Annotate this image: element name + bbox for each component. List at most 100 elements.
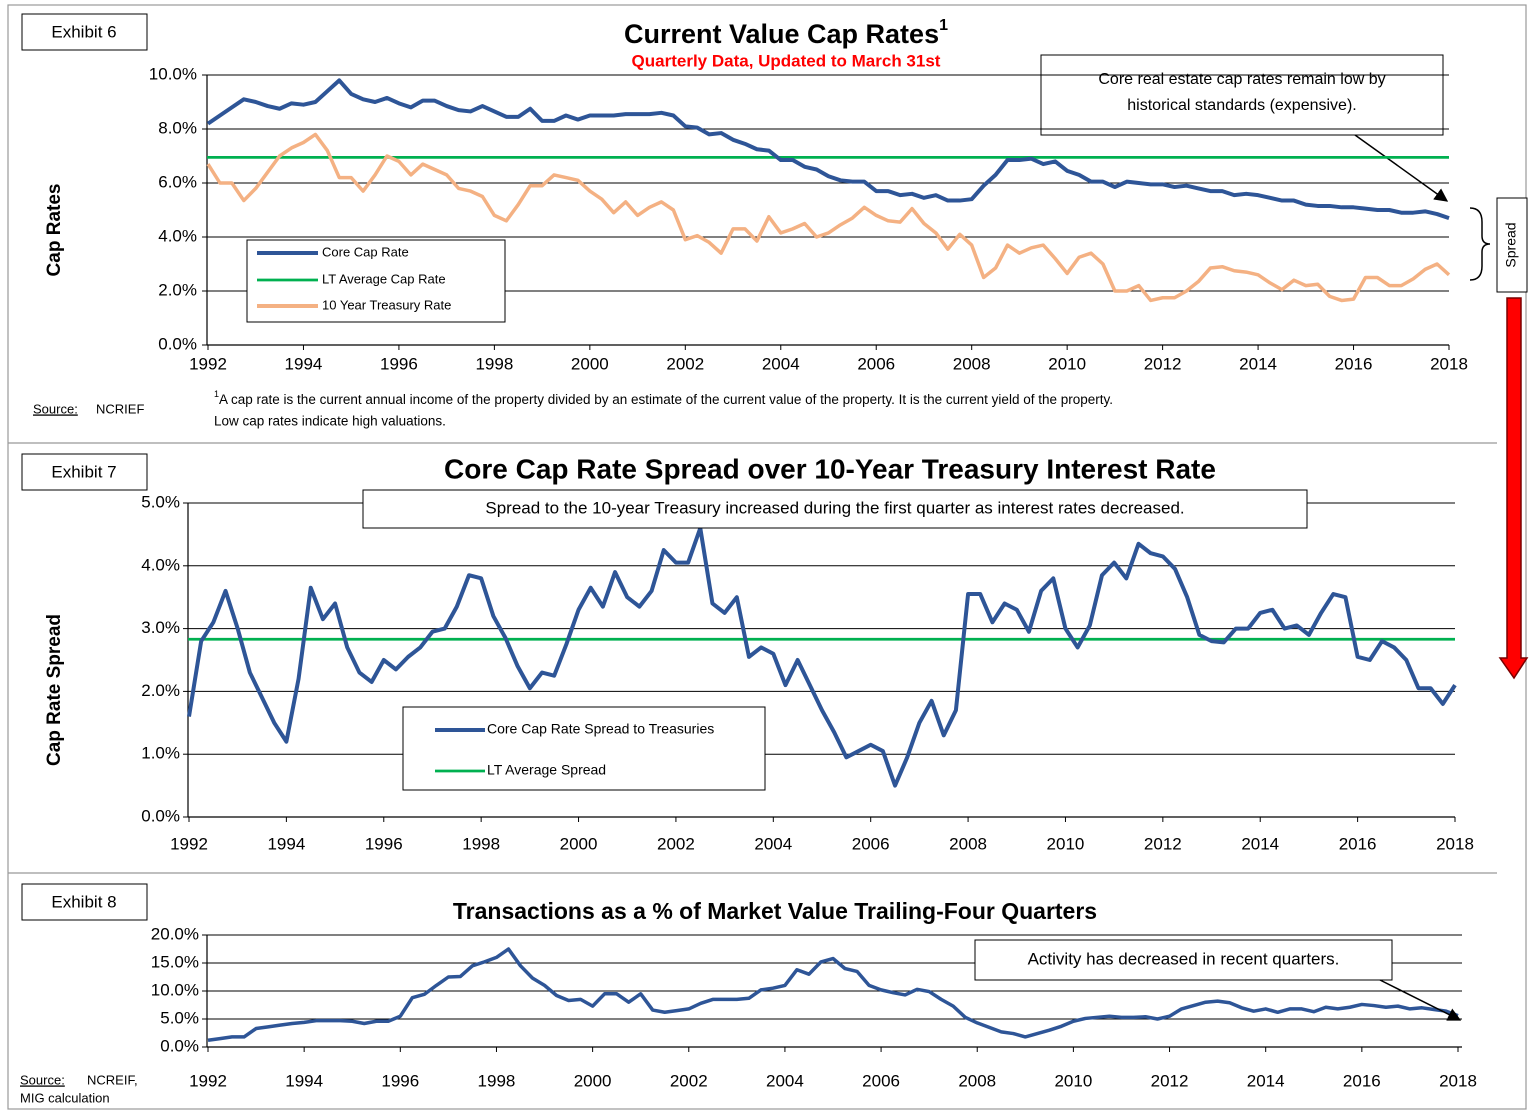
x-tick-label: 2012 [1151,1071,1189,1090]
x-tick-label: 1996 [381,1071,419,1090]
x-tick-label: 2006 [852,834,890,853]
annotation: Core real estate cap rates remain low by [1098,71,1385,88]
annotation: Spread to the 10-year Treasury increased… [485,498,1184,517]
footnote-text: A cap rate is the current annual income … [219,392,1113,407]
x-tick-label: 1998 [462,834,500,853]
legend-label: 10 Year Treasury Rate [322,297,451,312]
x-tick-label: 2008 [958,1071,996,1090]
y-axis-label: Cap Rate Spread [44,614,65,766]
x-tick-label: 2014 [1247,1071,1285,1090]
x-tick-label: 1992 [189,1071,227,1090]
x-tick-label: 2006 [857,354,895,373]
legend-label: Core Cap Rate Spread to Treasuries [487,721,714,737]
legend-label: Core Cap Rate [322,244,409,259]
x-tick-label: 2004 [762,354,800,373]
y-tick-label: 10.0% [149,64,197,83]
annotation-arrow [1379,979,1462,1021]
legend-label: LT Average Cap Rate [322,271,446,286]
chart-subtitle: Quarterly Data, Updated to March 31st [632,51,941,70]
x-tick-label: 2016 [1343,1071,1381,1090]
x-tick-label: 1992 [170,834,208,853]
y-tick-label: 1.0% [141,744,180,763]
x-tick-label: 2012 [1144,834,1182,853]
source-label: Source: [33,401,78,416]
x-tick-label: 2000 [571,354,609,373]
x-tick-label: 2010 [1054,1071,1092,1090]
y-tick-label: 5.0% [160,1008,199,1027]
x-tick-label: 2008 [953,354,991,373]
y-tick-label: 2.0% [158,280,197,299]
footnote: Low cap rates indicate high valuations. [214,414,446,429]
y-tick-label: 4.0% [141,555,180,574]
x-tick-label: 2000 [574,1071,612,1090]
x-tick-label: 2012 [1144,354,1182,373]
x-tick-label: 2000 [560,834,598,853]
y-tick-label: 5.0% [141,492,180,511]
x-tick-label: 2018 [1436,834,1474,853]
y-tick-label: 4.0% [158,226,197,245]
y-tick-label: 0.0% [141,806,180,825]
x-tick-label: 2018 [1430,354,1468,373]
x-tick-label: 2008 [949,834,987,853]
y-tick-label: 0.0% [158,334,197,353]
exhibit-label: Exhibit 8 [51,892,116,911]
x-tick-label: 1994 [285,354,323,373]
exhibit-label: Exhibit 6 [51,22,116,41]
footnote-mark: 1 [214,389,219,399]
frame [7,4,1527,1110]
x-tick-label: 2014 [1239,354,1277,373]
series-line [206,78,1450,220]
x-tick-label: 2018 [1439,1071,1477,1090]
series-line [206,132,1451,303]
series-line [187,526,1457,788]
y-axis-label: Cap Rates [44,184,65,277]
source: NCRIEF [96,401,144,416]
source: NCREIF, [87,1072,138,1087]
x-tick-label: 1998 [475,354,513,373]
y-tick-label: 10.0% [151,980,199,999]
exhibit-label: Exhibit 7 [51,462,116,481]
x-tick-label: 2014 [1241,834,1279,853]
legend-label: LT Average Spread [487,762,606,778]
chart-title: Core Cap Rate Spread over 10-Year Treasu… [444,453,1216,484]
annotation: Activity has decreased in recent quarter… [1028,949,1340,968]
spread-brace [1469,207,1491,281]
x-tick-label: 2004 [766,1071,804,1090]
source-label: Source: [20,1072,65,1087]
series-line [207,947,1459,1043]
x-tick-label: 2006 [862,1071,900,1090]
annotation: historical standards (expensive). [1127,97,1356,114]
x-tick-label: 1996 [365,834,403,853]
annotation-box [1040,54,1444,136]
y-tick-label: 6.0% [158,172,197,191]
title-text: Current Value Cap Rates [624,19,939,49]
x-tick-label: 1998 [478,1071,516,1090]
y-tick-label: 8.0% [158,118,197,137]
chart-title: Current Value Cap Rates1 [624,17,948,49]
x-tick-label: 1996 [380,354,418,373]
annotation-box [362,489,1308,529]
x-tick-label: 2002 [657,834,695,853]
x-tick-label: 2004 [754,834,792,853]
x-tick-label: 2016 [1335,354,1373,373]
y-tick-label: 15.0% [151,952,199,971]
x-tick-label: 1992 [189,354,227,373]
y-tick-label: 0.0% [160,1036,199,1055]
side-label: Spread [1503,222,1519,267]
source: MIG calculation [20,1090,110,1105]
y-tick-label: 20.0% [151,924,199,943]
x-tick-label: 1994 [267,834,305,853]
x-tick-label: 2010 [1048,354,1086,373]
side-box [1496,197,1528,293]
y-tick-label: 3.0% [141,618,180,637]
spread-arrow [1498,297,1529,680]
title-mark: 1 [939,17,948,34]
annotation-arrow [1354,134,1449,202]
exhibit-box [21,883,148,921]
x-tick-label: 1994 [285,1071,323,1090]
exhibit-box [21,13,148,51]
legend-box [402,706,766,791]
chart-title: Transactions as a % of Market Value Trai… [453,898,1097,924]
x-tick-label: 2002 [670,1071,708,1090]
